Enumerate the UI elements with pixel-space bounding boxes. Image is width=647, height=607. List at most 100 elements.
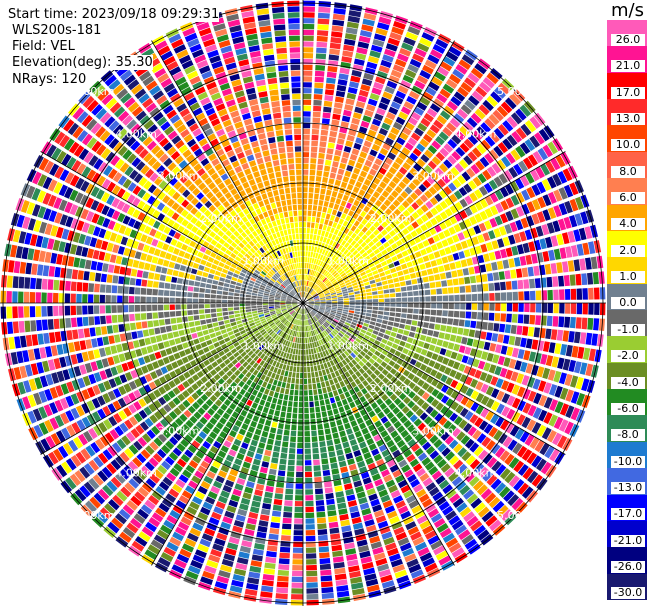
gate xyxy=(460,294,466,302)
gate xyxy=(88,294,94,303)
gate xyxy=(216,575,230,584)
gate xyxy=(346,260,352,266)
gate xyxy=(305,257,308,263)
gate xyxy=(128,478,140,489)
gate xyxy=(192,298,199,303)
gate xyxy=(428,466,439,476)
gate xyxy=(577,346,585,359)
gate xyxy=(391,190,399,198)
gate xyxy=(140,287,147,295)
gate xyxy=(155,422,165,432)
gate xyxy=(425,336,432,343)
gate xyxy=(391,243,398,250)
gate xyxy=(96,215,105,226)
gate xyxy=(212,543,224,552)
gate xyxy=(322,255,326,262)
gate xyxy=(460,385,469,394)
gate xyxy=(349,276,356,282)
gate xyxy=(383,289,390,294)
gate xyxy=(157,464,168,475)
gate xyxy=(309,289,314,294)
gate xyxy=(312,270,315,276)
gate xyxy=(346,348,352,354)
gate xyxy=(38,406,48,419)
gate xyxy=(306,582,318,588)
gate xyxy=(364,354,371,361)
gate xyxy=(135,278,142,286)
gate xyxy=(272,379,278,386)
gate xyxy=(324,89,335,96)
gate xyxy=(408,182,417,191)
gate xyxy=(83,463,95,475)
gate xyxy=(268,299,274,302)
gate xyxy=(386,459,396,468)
gate xyxy=(364,334,370,340)
gate xyxy=(254,397,261,404)
gate xyxy=(494,366,502,376)
gate xyxy=(469,414,479,424)
gate xyxy=(185,485,196,495)
gate xyxy=(376,208,384,216)
gate xyxy=(387,547,399,557)
gate xyxy=(312,264,315,270)
gate xyxy=(313,105,322,112)
gate xyxy=(229,585,243,594)
gate xyxy=(76,293,82,303)
gate xyxy=(407,291,413,297)
gate xyxy=(256,391,263,399)
gate xyxy=(331,402,337,409)
gate xyxy=(34,377,43,390)
gate xyxy=(280,351,285,357)
gate xyxy=(477,254,485,264)
gate xyxy=(388,203,397,212)
gate xyxy=(287,459,295,466)
gate xyxy=(264,401,271,408)
gate xyxy=(372,237,379,244)
gate xyxy=(451,151,461,161)
gate xyxy=(185,464,196,474)
gate xyxy=(339,126,348,134)
gate xyxy=(119,468,130,480)
gate xyxy=(112,244,120,254)
gate xyxy=(382,54,394,63)
gate xyxy=(410,111,421,121)
gate xyxy=(241,368,248,375)
gate xyxy=(128,296,135,303)
gate xyxy=(332,556,344,563)
gate xyxy=(95,239,103,249)
gate xyxy=(381,280,388,286)
gate xyxy=(498,271,505,280)
gate xyxy=(517,482,529,495)
gate xyxy=(298,419,303,425)
gate xyxy=(351,444,360,452)
gate xyxy=(351,582,364,590)
gate xyxy=(452,278,459,286)
gate xyxy=(294,518,303,524)
gate xyxy=(353,349,359,356)
gate xyxy=(291,330,294,336)
gate xyxy=(329,360,335,366)
gate xyxy=(334,284,340,289)
gate xyxy=(392,234,400,242)
gate xyxy=(373,33,387,42)
gate xyxy=(495,202,504,213)
gate xyxy=(329,130,338,138)
gate xyxy=(425,200,434,209)
gate xyxy=(307,306,312,310)
gate xyxy=(318,394,324,401)
gate xyxy=(280,298,286,301)
gate xyxy=(152,312,159,319)
gate xyxy=(234,293,240,297)
gate xyxy=(398,181,407,190)
gate xyxy=(514,336,522,347)
gate xyxy=(344,542,355,550)
gate xyxy=(483,182,493,193)
gate xyxy=(414,361,422,369)
gate xyxy=(453,459,464,470)
gate xyxy=(430,369,438,377)
gate xyxy=(480,383,489,394)
gate xyxy=(129,229,138,239)
gate xyxy=(53,448,64,462)
gate xyxy=(306,307,310,313)
gate xyxy=(309,181,315,187)
